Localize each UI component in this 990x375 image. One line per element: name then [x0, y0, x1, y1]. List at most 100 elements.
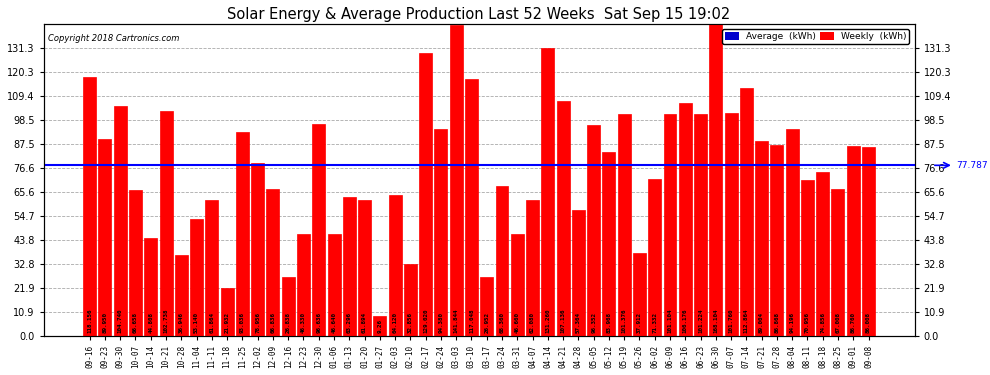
Bar [679, 103, 692, 336]
Text: 26.952: 26.952 [484, 312, 489, 333]
Bar [358, 200, 371, 336]
Text: 89.004: 89.004 [759, 312, 764, 333]
Bar [266, 189, 279, 336]
Bar [846, 146, 859, 336]
Text: 104.740: 104.740 [118, 308, 123, 333]
Text: 9.26: 9.26 [377, 319, 382, 333]
Bar [221, 288, 234, 336]
Bar [786, 129, 799, 336]
Text: 66.658: 66.658 [133, 312, 138, 333]
Bar [556, 101, 569, 336]
Bar [694, 114, 707, 336]
Bar [83, 77, 96, 336]
Bar [449, 25, 462, 336]
Text: 70.956: 70.956 [805, 312, 810, 333]
Bar [404, 264, 417, 336]
Bar [236, 132, 248, 336]
Bar [343, 197, 355, 336]
Text: 96.636: 96.636 [316, 312, 321, 333]
Bar [801, 180, 814, 336]
Text: 93.036: 93.036 [240, 312, 245, 333]
Text: 83.968: 83.968 [607, 312, 612, 333]
Bar [205, 200, 219, 336]
Text: 131.260: 131.260 [545, 308, 550, 333]
Text: 57.364: 57.364 [576, 312, 581, 333]
Text: 89.950: 89.950 [102, 312, 108, 333]
Bar [709, 0, 723, 336]
Text: 118.156: 118.156 [87, 308, 92, 333]
Bar [312, 124, 326, 336]
Text: 32.856: 32.856 [408, 312, 413, 333]
Text: 117.048: 117.048 [469, 308, 474, 333]
Text: 86.760: 86.760 [850, 312, 855, 333]
Bar [480, 277, 493, 336]
Bar [129, 190, 142, 336]
Bar [145, 238, 157, 336]
Bar [251, 163, 264, 336]
Text: 94.196: 94.196 [790, 312, 795, 333]
Text: 141.844: 141.844 [453, 308, 458, 333]
Text: 102.738: 102.738 [163, 308, 168, 333]
Text: 46.660: 46.660 [515, 312, 520, 333]
Bar [816, 172, 830, 336]
Legend: Average  (kWh), Weekly  (kWh): Average (kWh), Weekly (kWh) [723, 29, 909, 44]
Text: 112.864: 112.864 [743, 308, 748, 333]
Text: 77.787: 77.787 [956, 161, 988, 170]
Text: 62.080: 62.080 [530, 312, 535, 333]
Bar [190, 219, 203, 336]
Bar [832, 189, 844, 336]
Text: 74.856: 74.856 [820, 312, 826, 333]
Bar [328, 234, 341, 336]
Text: 101.760: 101.760 [729, 308, 734, 333]
Bar [542, 48, 554, 336]
Text: 46.640: 46.640 [332, 312, 337, 333]
Text: 101.104: 101.104 [667, 308, 672, 333]
Bar [419, 53, 433, 336]
Bar [618, 114, 631, 336]
Bar [725, 113, 738, 336]
Bar [587, 124, 600, 336]
Bar [435, 129, 447, 336]
Text: 66.836: 66.836 [270, 312, 275, 333]
Bar [648, 180, 661, 336]
Text: 86.868: 86.868 [774, 312, 779, 333]
Bar [511, 234, 524, 336]
Bar [297, 234, 310, 336]
Bar [740, 88, 752, 336]
Bar [465, 79, 478, 336]
Bar [496, 186, 509, 336]
Text: 21.932: 21.932 [225, 312, 230, 333]
Text: 71.332: 71.332 [652, 312, 657, 333]
Text: 78.956: 78.956 [255, 312, 260, 333]
Text: 101.224: 101.224 [698, 308, 703, 333]
Text: 86.008: 86.008 [866, 312, 871, 333]
Text: 129.020: 129.020 [423, 308, 428, 333]
Bar [114, 106, 127, 336]
Text: 106.176: 106.176 [683, 308, 688, 333]
Text: 96.352: 96.352 [591, 312, 596, 333]
Bar [526, 200, 539, 336]
Text: 37.912: 37.912 [637, 312, 642, 333]
Bar [98, 139, 112, 336]
Text: 67.008: 67.008 [836, 312, 841, 333]
Title: Solar Energy & Average Production Last 52 Weeks  Sat Sep 15 19:02: Solar Energy & Average Production Last 5… [228, 7, 731, 22]
Bar [862, 147, 875, 336]
Bar [770, 146, 783, 336]
Bar [389, 195, 402, 336]
Bar [633, 253, 645, 336]
Text: 61.894: 61.894 [362, 312, 367, 333]
Bar [663, 114, 676, 336]
Bar [603, 152, 616, 336]
Text: 46.330: 46.330 [301, 312, 306, 333]
Bar [755, 141, 768, 336]
Text: 36.946: 36.946 [179, 312, 184, 333]
Text: Copyright 2018 Cartronics.com: Copyright 2018 Cartronics.com [48, 34, 179, 43]
Text: 61.864: 61.864 [209, 312, 215, 333]
Bar [175, 255, 188, 336]
Text: 101.376: 101.376 [622, 308, 627, 333]
Text: 68.360: 68.360 [500, 312, 505, 333]
Bar [282, 277, 295, 336]
Text: 26.838: 26.838 [286, 312, 291, 333]
Text: 64.120: 64.120 [393, 312, 398, 333]
Text: 44.808: 44.808 [148, 312, 153, 333]
